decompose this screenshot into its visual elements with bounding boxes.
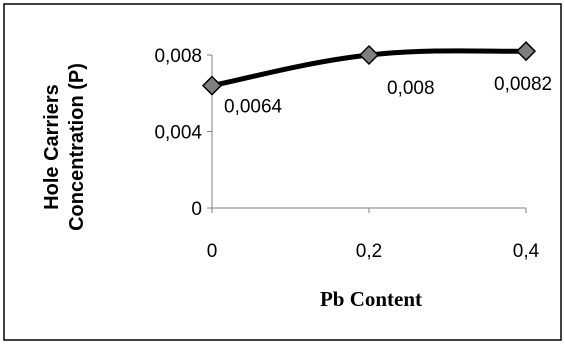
data-label: 0,008 (387, 78, 435, 99)
data-label: 0,0064 (224, 97, 283, 118)
data-point-marker (358, 44, 380, 66)
ticks-layer: 0 0,004 0,008 0 0,2 0,4 (154, 46, 539, 262)
data-point-marker (201, 75, 223, 96)
x-tick-label: 0,4 (513, 241, 540, 262)
y-axis-title-line-2: Concentration (P) (66, 63, 88, 231)
y-tick-label: 0,008 (154, 46, 202, 67)
chart-border (3, 3, 562, 341)
x-axis-title: Pb Content (320, 287, 422, 311)
x-tick-label: 0 (207, 241, 218, 262)
y-axis-title-line-1: Hole Carriers (41, 84, 63, 210)
plot-layer: 0,0064 0,008 0,0082 (201, 41, 552, 118)
y-axis-title: Hole Carriers Concentration (P) (41, 63, 88, 231)
x-tick-label: 0,2 (356, 241, 382, 262)
data-point-marker (515, 41, 537, 62)
y-tick-label: 0,004 (154, 123, 202, 144)
data-label: 0,0082 (494, 74, 552, 95)
y-tick-label: 0 (191, 199, 202, 220)
